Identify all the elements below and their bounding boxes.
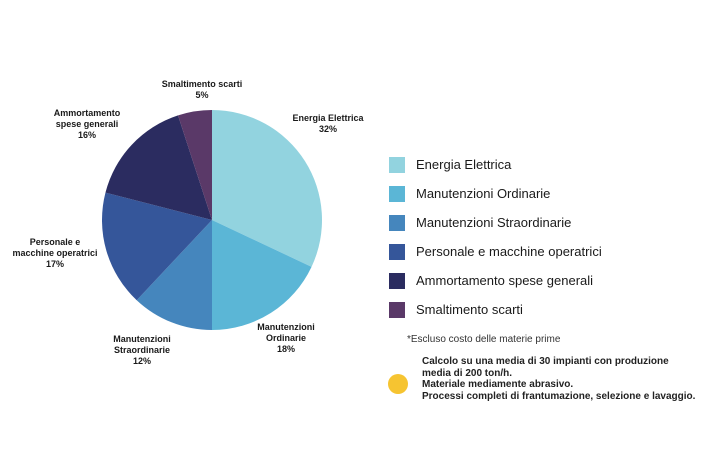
slice-name-label: Manutenzioni (257, 322, 315, 332)
note-line: media di 200 ton/h. (422, 367, 513, 379)
slice-name-label: Personale e (30, 237, 81, 247)
slice-name-label: macchine operatrici (12, 248, 97, 258)
slice-name-label: Smaltimento scarti (162, 79, 243, 89)
note-bullet-icon (388, 374, 408, 394)
slice-name-label: Straordinarie (114, 345, 170, 355)
pie-slice (136, 220, 212, 330)
slice-name-label: Energia Elettrica (292, 113, 364, 123)
legend-item-energia-elettrica: Energia Elettrica (389, 150, 602, 179)
pie-slice (105, 115, 212, 220)
pie-slice (102, 192, 212, 301)
legend-label: Personale e macchine operatrici (416, 244, 602, 259)
legend-item-manutenzioni-ordinarie: Manutenzioni Ordinarie (389, 179, 602, 208)
slice-name-label: Manutenzioni (113, 334, 171, 344)
pie-slice (178, 109, 212, 220)
slice-name-label: Ammortamento (54, 108, 121, 118)
legend-item-personale: Personale e macchine operatrici (389, 237, 602, 266)
legend: Energia Elettrica Manutenzioni Ordinarie… (389, 150, 602, 324)
legend-swatch (389, 214, 405, 231)
pie-slice (212, 220, 312, 330)
slice-value-label: 12% (133, 356, 151, 366)
methodology-note: Calcolo su una media di 30 impianti con … (422, 356, 695, 402)
slice-value-label: 16% (78, 130, 96, 140)
legend-swatch (389, 272, 405, 289)
legend-item-manutenzioni-straordinarie: Manutenzioni Straordinarie (389, 208, 602, 237)
note-line: Materiale mediamente abrasivo. (422, 379, 574, 390)
note-line: Processi completi di frantumazione, sele… (422, 390, 696, 402)
slice-value-label: 32% (319, 124, 337, 134)
footnote: *Escluso costo delle materie prime (407, 334, 561, 345)
slice-value-label: 17% (46, 259, 64, 269)
legend-swatch (389, 156, 405, 173)
slice-name-label: spese generali (56, 119, 119, 129)
legend-label: Ammortamento spese generali (416, 273, 594, 288)
slice-value-label: 18% (277, 344, 295, 354)
legend-item-ammortamento: Ammortamento spese generali (389, 266, 602, 295)
pie-slice (212, 110, 323, 267)
legend-label: Energia Elettrica (416, 157, 512, 172)
note-line: Calcolo su una media di 30 impianti con … (422, 356, 669, 367)
legend-label: Smaltimento scarti (416, 302, 523, 317)
slice-value-label: 5% (195, 90, 208, 100)
legend-label: Manutenzioni Straordinarie (416, 215, 572, 230)
legend-item-smaltimento: Smaltimento scarti (389, 295, 602, 324)
legend-swatch (389, 185, 405, 202)
slice-name-label: Ordinarie (266, 333, 306, 343)
legend-swatch (389, 243, 405, 260)
legend-label: Manutenzioni Ordinarie (416, 186, 551, 201)
legend-swatch (389, 301, 405, 318)
